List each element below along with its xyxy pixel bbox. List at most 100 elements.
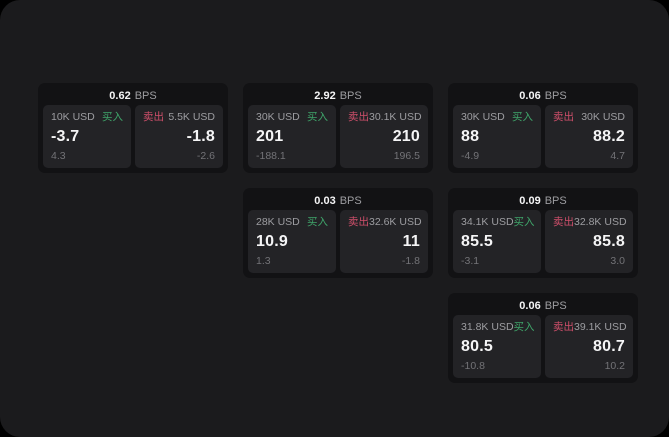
buy-panel[interactable]: 10K USD 买入 -3.7 4.3	[43, 105, 131, 168]
sell-price: 11	[402, 233, 420, 250]
quote-card: 0.03 BPS 28K USD 买入 10.9 1.3 卖出 32.6K US…	[243, 188, 433, 278]
buy-price: 80.5	[461, 338, 493, 355]
buy-price: -3.7	[51, 128, 80, 145]
buy-notional: 31.8K USD	[461, 321, 514, 333]
buy-price: 88	[461, 128, 480, 145]
sell-delta: 4.7	[610, 150, 625, 162]
bps-value: 2.92	[314, 90, 336, 102]
sell-notional: 32.8K USD	[574, 216, 627, 228]
sell-price: 80.7	[593, 338, 625, 355]
sell-panel-header: 卖出 30K USD	[553, 111, 625, 124]
buy-delta: -10.8	[461, 360, 485, 372]
sell-price: 88.2	[593, 128, 625, 145]
buy-panel[interactable]: 30K USD 买入 201 -188.1	[248, 105, 336, 168]
quote-panels: 30K USD 买入 201 -188.1 卖出 30.1K USD 210 1…	[248, 105, 428, 168]
sell-side-label: 卖出	[143, 111, 164, 123]
sell-notional: 5.5K USD	[168, 111, 215, 123]
sell-delta: -1.8	[401, 255, 420, 267]
bps-unit-label: BPS	[134, 90, 157, 102]
sell-panel-header: 卖出 5.5K USD	[143, 111, 215, 124]
buy-price: 10.9	[256, 233, 288, 250]
sell-panel-header: 卖出 39.1K USD	[553, 321, 627, 334]
buy-panel-header: 34.1K USD 买入	[461, 216, 535, 229]
buy-panel[interactable]: 34.1K USD 买入 85.5 -3.1	[453, 210, 541, 273]
buy-delta: -3.1	[461, 255, 480, 267]
buy-notional: 28K USD	[256, 216, 300, 228]
card-header: 0.06 BPS	[453, 88, 633, 105]
bps-value: 0.03	[314, 195, 336, 207]
sell-panel[interactable]: 卖出 5.5K USD -1.8 -2.6	[135, 105, 223, 168]
quote-card: 2.92 BPS 30K USD 买入 201 -188.1 卖出 30.1K …	[243, 83, 433, 173]
quotes-grid: 0.62 BPS 10K USD 买入 -3.7 4.3 卖出 5.5K USD…	[38, 83, 638, 383]
bps-unit-label: BPS	[339, 195, 362, 207]
bps-value: 0.09	[519, 195, 541, 207]
quote-card: 0.06 BPS 30K USD 买入 88 -4.9 卖出 30K USD 8…	[448, 83, 638, 173]
buy-panel-header: 31.8K USD 买入	[461, 321, 535, 334]
buy-side-label: 买入	[513, 321, 535, 333]
sell-side-label: 卖出	[553, 111, 574, 123]
buy-delta: -4.9	[461, 150, 480, 162]
sell-notional: 39.1K USD	[574, 321, 627, 333]
buy-panel-header: 30K USD 买入	[461, 111, 533, 124]
buy-notional: 30K USD	[256, 111, 300, 123]
buy-panel[interactable]: 28K USD 买入 10.9 1.3	[248, 210, 336, 273]
buy-side-label: 买入	[307, 111, 328, 123]
sell-panel[interactable]: 卖出 32.6K USD 11 -1.8	[340, 210, 428, 273]
buy-panel-header: 30K USD 买入	[256, 111, 328, 124]
buy-notional: 34.1K USD	[461, 216, 514, 228]
buy-price: 85.5	[461, 233, 493, 250]
bps-unit-label: BPS	[544, 300, 567, 312]
sell-panel-header: 卖出 32.8K USD	[553, 216, 627, 229]
sell-delta: 3.0	[610, 255, 625, 267]
card-header: 0.06 BPS	[453, 298, 633, 315]
bps-unit-label: BPS	[339, 90, 362, 102]
quote-panels: 30K USD 买入 88 -4.9 卖出 30K USD 88.2 4.7	[453, 105, 633, 168]
buy-side-label: 买入	[102, 111, 123, 123]
sell-side-label: 卖出	[348, 111, 369, 123]
sell-panel[interactable]: 卖出 30K USD 88.2 4.7	[545, 105, 633, 168]
sell-delta: 10.2	[604, 360, 625, 372]
quote-card: 0.09 BPS 34.1K USD 买入 85.5 -3.1 卖出 32.8K…	[448, 188, 638, 278]
buy-panel[interactable]: 31.8K USD 买入 80.5 -10.8	[453, 315, 541, 378]
quote-panels: 34.1K USD 买入 85.5 -3.1 卖出 32.8K USD 85.8…	[453, 210, 633, 273]
sell-panel[interactable]: 卖出 39.1K USD 80.7 10.2	[545, 315, 633, 378]
sell-delta: 196.5	[393, 150, 420, 162]
quote-panels: 31.8K USD 买入 80.5 -10.8 卖出 39.1K USD 80.…	[453, 315, 633, 378]
card-header: 0.03 BPS	[248, 193, 428, 210]
buy-delta: -188.1	[256, 150, 286, 162]
sell-delta: -2.6	[196, 150, 215, 162]
quote-card: 0.06 BPS 31.8K USD 买入 80.5 -10.8 卖出 39.1…	[448, 293, 638, 383]
buy-notional: 10K USD	[51, 111, 95, 123]
sell-notional: 30K USD	[581, 111, 625, 123]
quote-panels: 28K USD 买入 10.9 1.3 卖出 32.6K USD 11 -1.8	[248, 210, 428, 273]
sell-panel[interactable]: 卖出 30.1K USD 210 196.5	[340, 105, 428, 168]
sell-panel[interactable]: 卖出 32.8K USD 85.8 3.0	[545, 210, 633, 273]
sell-notional: 30.1K USD	[369, 111, 422, 123]
card-header: 0.09 BPS	[453, 193, 633, 210]
buy-delta: 4.3	[51, 150, 66, 162]
sell-panel-header: 卖出 30.1K USD	[348, 111, 422, 124]
buy-panel-header: 28K USD 买入	[256, 216, 328, 229]
sell-side-label: 卖出	[348, 216, 369, 228]
buy-delta: 1.3	[256, 255, 271, 267]
bps-unit-label: BPS	[544, 195, 567, 207]
bps-value: 0.06	[519, 90, 541, 102]
bps-unit-label: BPS	[544, 90, 567, 102]
buy-panel-header: 10K USD 买入	[51, 111, 123, 124]
quote-card: 0.62 BPS 10K USD 买入 -3.7 4.3 卖出 5.5K USD…	[38, 83, 228, 173]
sell-price: -1.8	[186, 128, 215, 145]
buy-side-label: 买入	[512, 111, 533, 123]
sell-price: 85.8	[593, 233, 625, 250]
sell-side-label: 卖出	[553, 216, 574, 228]
sell-notional: 32.6K USD	[369, 216, 422, 228]
sell-side-label: 卖出	[553, 321, 574, 333]
card-header: 0.62 BPS	[43, 88, 223, 105]
buy-panel[interactable]: 30K USD 买入 88 -4.9	[453, 105, 541, 168]
buy-notional: 30K USD	[461, 111, 505, 123]
card-header: 2.92 BPS	[248, 88, 428, 105]
sell-panel-header: 卖出 32.6K USD	[348, 216, 422, 229]
bps-value: 0.62	[109, 90, 131, 102]
bps-value: 0.06	[519, 300, 541, 312]
buy-side-label: 买入	[307, 216, 328, 228]
